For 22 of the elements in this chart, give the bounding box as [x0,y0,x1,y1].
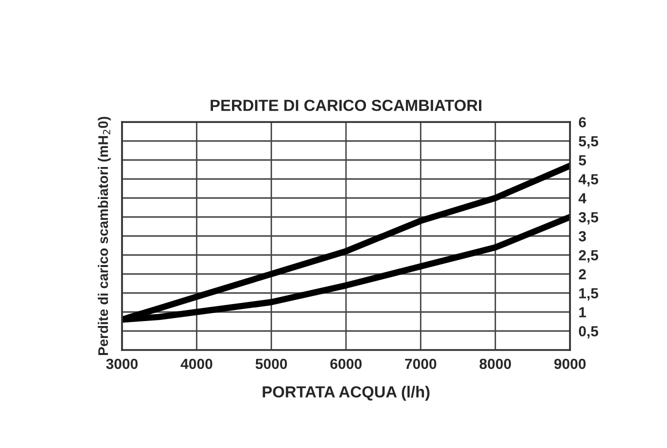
y-tick-label: 4,5 [578,174,598,187]
y-tick-label: 5,5 [578,136,598,149]
y-tick-label: 4 [578,193,586,204]
x-tick-label: 6000 [330,358,362,370]
y-tick-label: 5 [578,155,586,166]
y-tick-label: 3 [578,231,586,242]
y-tick-label: 1 [579,307,586,318]
y-tick-label: 6 [578,117,586,128]
y-tick-label: 3,5 [578,212,598,225]
x-tick-label: 5000 [256,358,287,370]
x-tick-label: 9000 [554,358,586,370]
x-tick-label: 7000 [405,358,436,370]
x-axis-title: PORTATA ACQUA (l/h) [262,386,430,401]
y-tick-label: 1,5 [579,288,598,301]
x-tick-label: 4000 [180,358,212,370]
y-tick-label: 0,5 [578,326,598,339]
y-tick-label: 2,5 [578,250,598,263]
y-tick-label: 2 [578,269,586,280]
chart-title: PERDITE DI CARICO SCAMBIATORI [210,100,482,112]
x-tick-label: 3000 [106,358,138,370]
x-tick-label: 8000 [480,358,511,370]
y-axis-title: Perdite di carico scambiatori (mH$_{2}$0) [98,116,111,355]
